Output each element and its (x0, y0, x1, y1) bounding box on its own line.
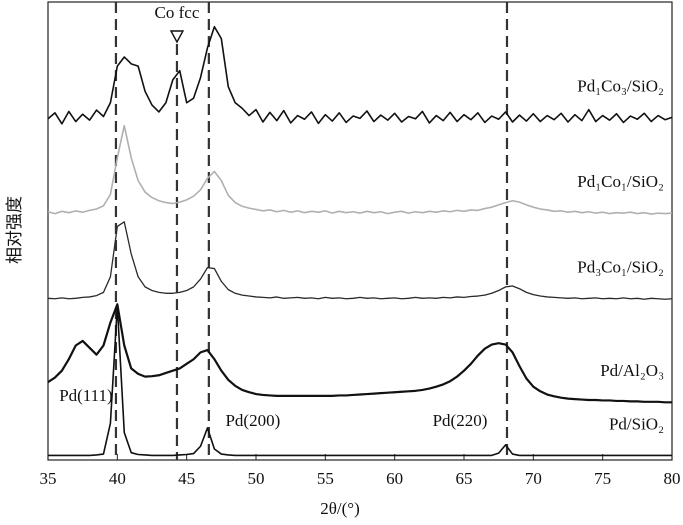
series-line (48, 304, 672, 457)
series-line (47, 303, 672, 404)
x-tick-label: 60 (386, 469, 403, 488)
x-tick-label: 75 (594, 469, 611, 488)
x-tick-label: 50 (248, 469, 265, 488)
series-line (47, 25, 673, 125)
series-label: Pd₁Co₁/SiO₂ (577, 172, 664, 191)
series-label: Pd/SiO₂ (609, 414, 664, 433)
marker-triangle (169, 30, 185, 44)
series-line (47, 124, 673, 215)
x-tick-label: 70 (525, 469, 542, 488)
reference-label: Pd(220) (433, 411, 488, 430)
series-line (47, 221, 673, 300)
reference-label: Pd(111) (59, 386, 113, 405)
y-axis-label: 相对强度 (5, 196, 24, 264)
x-tick-label: 40 (109, 469, 126, 488)
reference-label: Pd(200) (225, 411, 280, 430)
x-axis-label: 2θ/(°) (320, 499, 360, 518)
x-tick-label: 65 (456, 469, 473, 488)
series-label: Pd/Al₂O₃ (600, 361, 664, 380)
x-tick-label: 45 (178, 469, 195, 488)
x-tick-label: 55 (317, 469, 334, 488)
series-label: Pd₁Co₃/SiO₂ (577, 76, 664, 95)
x-tick-label: 35 (40, 469, 57, 488)
x-tick-label: 80 (664, 469, 681, 488)
reference-label: Co fcc (155, 3, 200, 22)
series-label: Pd₃Co₁/SiO₂ (577, 258, 664, 277)
plot-frame (47, 1, 673, 461)
